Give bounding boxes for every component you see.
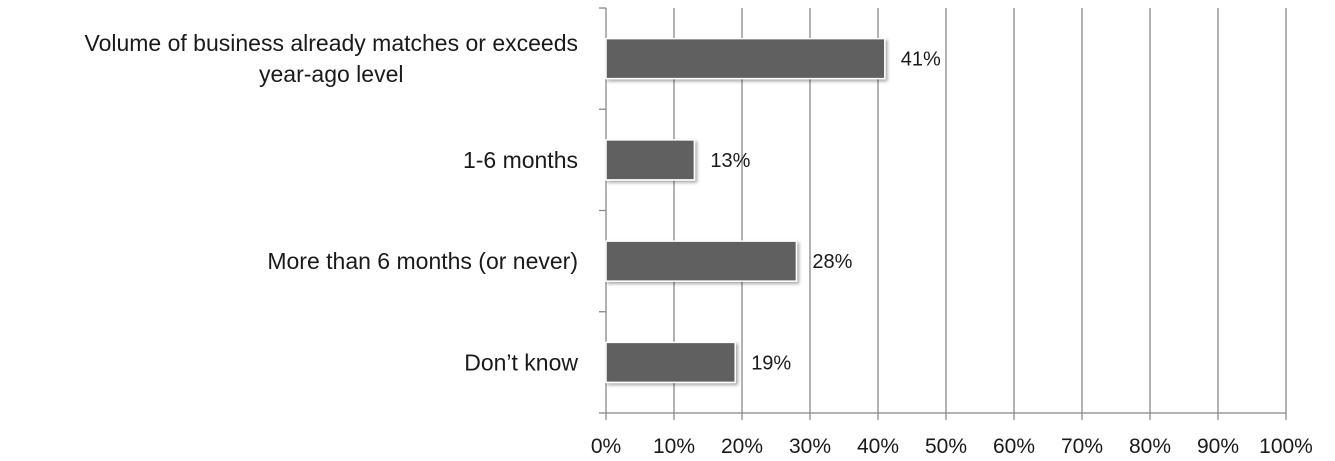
data-label: 41% xyxy=(901,49,941,71)
data-label: 28% xyxy=(812,251,852,273)
x-tick-label: 20% xyxy=(721,435,763,458)
bar-layer xyxy=(605,37,886,384)
x-tick-label: 0% xyxy=(591,435,621,458)
bar xyxy=(605,37,886,80)
category-label: 1-6 months xyxy=(463,147,578,173)
x-tick-label: 90% xyxy=(1197,435,1239,458)
x-tick-label: 60% xyxy=(993,435,1035,458)
x-tick-label: 100% xyxy=(1259,435,1313,458)
data-label: 19% xyxy=(751,352,791,374)
x-tick-label: 40% xyxy=(857,435,899,458)
category-label: Don’t know xyxy=(464,349,578,375)
category-label: Volume of business already matches or ex… xyxy=(85,30,579,87)
x-tick-label: 30% xyxy=(789,435,831,458)
data-label: 13% xyxy=(710,150,750,172)
x-tick-label: 50% xyxy=(925,435,967,458)
x-tick-label: 80% xyxy=(1129,435,1171,458)
bar xyxy=(605,341,736,384)
bar xyxy=(605,139,696,181)
bar xyxy=(605,240,798,282)
label-layer: 0% 10% 20% 30% 40% 50% 60% 70% 80% 90% 100% 41% Volu… xyxy=(85,30,1313,458)
x-tick-label: 70% xyxy=(1061,435,1103,458)
x-tick-label: 10% xyxy=(653,435,695,458)
category-label: More than 6 months (or never) xyxy=(267,248,578,274)
